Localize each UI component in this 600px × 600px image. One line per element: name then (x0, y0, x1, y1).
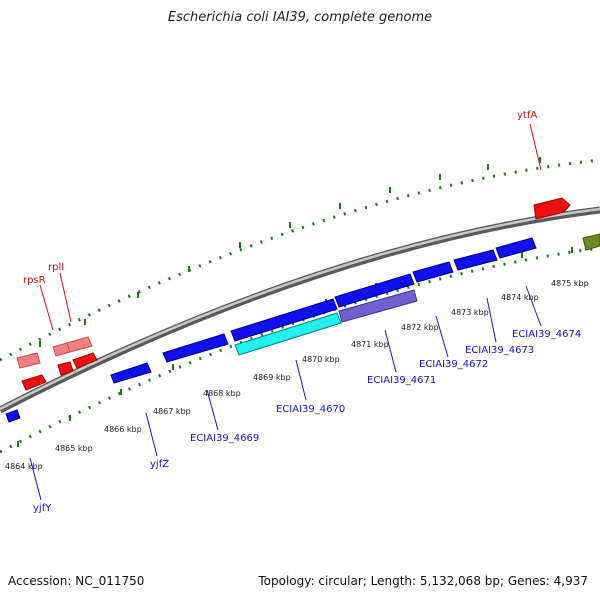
bottom-gene-labels (29, 285, 542, 501)
gene-blue-4674[interactable] (495, 237, 537, 259)
gene-blue-4673[interactable] (453, 249, 498, 271)
map-title: Escherichia coli IAI39, complete genome (167, 10, 433, 25)
gene-red-2[interactable] (57, 361, 74, 376)
gene-blue-yjfZ[interactable] (110, 362, 152, 384)
gene-label-rpsR[interactable]: rpsR (23, 275, 46, 286)
kbp-tick-label: 4875 kbp (551, 279, 589, 288)
gene-rplI[interactable] (66, 336, 93, 353)
reverse-genes (5, 233, 600, 423)
kbp-tick-label: 4871 kbp (351, 340, 389, 349)
gene-blue-4670[interactable] (230, 298, 338, 342)
kbp-tick-label: 4864 kbp (5, 462, 43, 471)
gene-blue-4671[interactable] (334, 273, 415, 308)
kbp-tick-labels: 4864 kbp 4865 kbp 4866 kbp 4867 kbp 4868… (5, 279, 589, 471)
kbp-tick-label: 4865 kbp (55, 444, 93, 453)
gene-ytfA[interactable] (533, 197, 571, 220)
gene-cyan-4670[interactable] (234, 312, 342, 356)
genome-summary-text: Topology: circular; Length: 5,132,068 bp… (258, 574, 588, 588)
gene-red-1[interactable] (21, 374, 47, 391)
genome-backbone-highlight (0, 207, 600, 411)
kbp-tick-label: 4874 kbp (501, 293, 539, 302)
kbp-tick-label: 4867 kbp (153, 407, 191, 416)
inner-tick-track (0, 246, 600, 454)
forward-genes (16, 197, 571, 369)
kbp-tick-label: 4866 kbp (104, 425, 142, 434)
accession-text: Accession: NC_011750 (8, 574, 145, 588)
kbp-tick-label: 4868 kbp (203, 389, 241, 398)
gene-label-yjfY[interactable]: yjfY (33, 503, 52, 514)
kbp-tick-label: 4873 kbp (451, 308, 489, 317)
gene-label-yjfZ[interactable]: yjfZ (150, 459, 169, 470)
kbp-tick-label: 4872 kbp (401, 323, 439, 332)
gene-label-ECIAI39_4672[interactable]: ECIAI39_4672 (419, 359, 488, 370)
gene-label-ECIAI39_4671[interactable]: ECIAI39_4671 (367, 375, 436, 386)
kbp-tick-label: 4870 kbp (302, 355, 340, 364)
gene-red-3[interactable] (72, 352, 98, 369)
gene-blue-yjfY[interactable] (5, 409, 21, 423)
gene-blue-4669[interactable] (162, 333, 229, 363)
gene-label-ECIAI39_4673[interactable]: ECIAI39_4673 (465, 345, 534, 356)
top-gene-labels (39, 123, 542, 331)
gene-label-ECIAI39_4674[interactable]: ECIAI39_4674 (512, 329, 581, 340)
gene-purple-4671[interactable] (338, 289, 418, 323)
gene-blue-4672[interactable] (412, 261, 454, 283)
gene-label-ECIAI39_4669[interactable]: ECIAI39_4669 (190, 433, 259, 444)
outer-major-ticks (39, 157, 541, 347)
gene-label-ECIAI39_4670[interactable]: ECIAI39_4670 (276, 404, 345, 415)
outer-tick-track (0, 158, 600, 362)
gene-olive[interactable] (582, 233, 600, 251)
gene-label-rplI[interactable]: rplI (48, 262, 64, 273)
gene-label-ytfA[interactable]: ytfA (517, 110, 537, 121)
kbp-tick-label: 4869 kbp (253, 373, 291, 382)
gene-rpsR-part[interactable] (16, 352, 41, 369)
